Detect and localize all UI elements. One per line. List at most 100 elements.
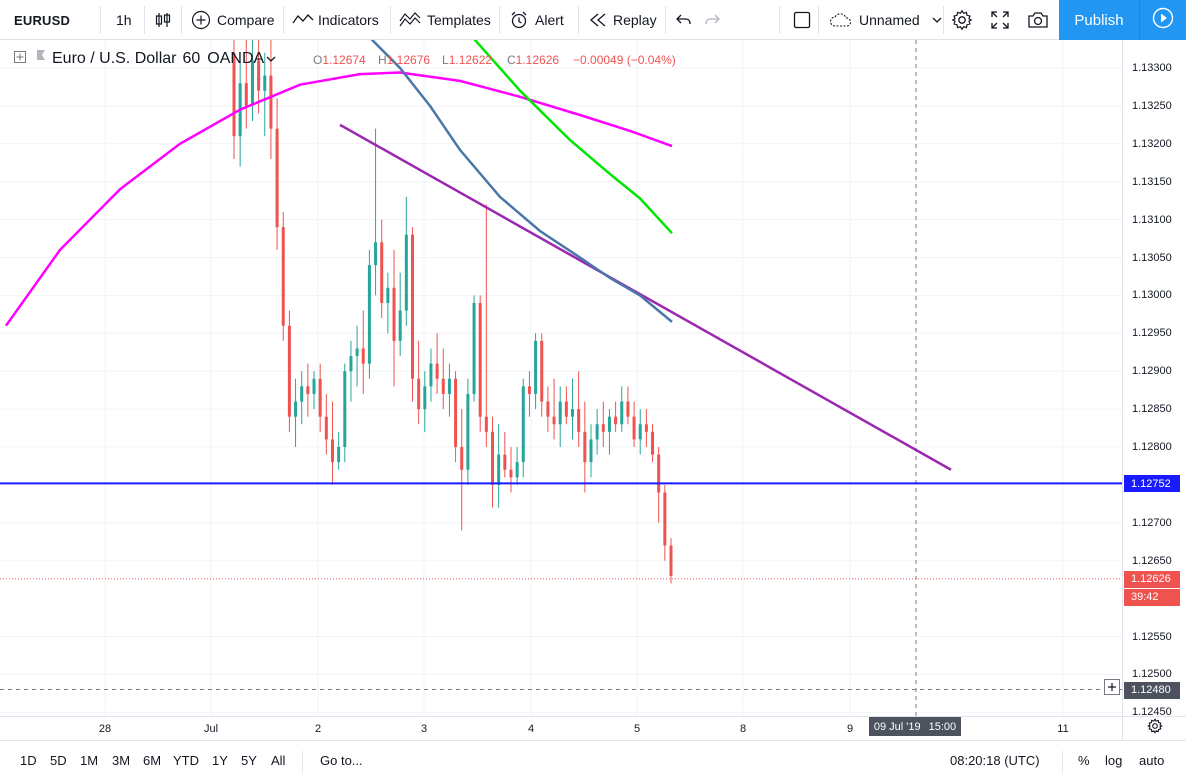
top-toolbar: EURUSD 1h Compare Indicators Templates A…: [0, 0, 1186, 40]
settings-button[interactable]: [951, 0, 973, 40]
toolbar-divider: [818, 6, 819, 34]
candle-body: [312, 378, 316, 394]
horizontal-line-price-tag: 1.12752: [1124, 475, 1180, 493]
range-button-6m[interactable]: 6M: [143, 753, 162, 768]
candle-body: [552, 416, 556, 425]
candle-body: [386, 287, 390, 303]
candle-body: [540, 340, 544, 402]
plus-icon[interactable]: [14, 50, 26, 68]
auto-scale-toggle[interactable]: auto: [1139, 753, 1165, 768]
price-tick-label: 1.13200: [1132, 137, 1172, 150]
gear-icon: [1146, 718, 1163, 739]
candle-body: [380, 242, 384, 303]
range-button-1y[interactable]: 1Y: [212, 753, 228, 768]
price-axis[interactable]: 1.13300 1.13250 1.13200 1.13150 1.13100 1.130…: [1122, 40, 1186, 718]
publish-button[interactable]: Publish: [1059, 0, 1139, 40]
candle-body: [601, 424, 605, 432]
candle-body: [521, 386, 525, 463]
range-button-5d[interactable]: 5D: [50, 753, 67, 768]
axis-settings-button[interactable]: [1122, 716, 1186, 740]
chart-style-button[interactable]: [154, 0, 172, 40]
flag-icon: [36, 49, 46, 69]
bottom-divider: [302, 751, 303, 773]
moving-average-steel: [370, 40, 673, 323]
time-tick-label: Jul: [203, 723, 219, 735]
log-scale-toggle[interactable]: log: [1105, 753, 1123, 768]
indicators-button[interactable]: Indicators: [292, 0, 379, 40]
price-tick-label: 1.12900: [1132, 365, 1172, 378]
candle-body: [330, 439, 334, 463]
candle-body: [417, 378, 421, 410]
snapshot-button[interactable]: [1027, 0, 1049, 40]
undo-icon: [675, 12, 693, 28]
price-tick-label: 1.13100: [1132, 213, 1172, 226]
layout-name: Unnamed: [859, 12, 920, 28]
undo-button[interactable]: [675, 0, 693, 40]
candle-body: [410, 234, 414, 379]
candle-body: [441, 378, 445, 394]
chart-grid: [0, 40, 1122, 716]
legend-chevron-icon[interactable]: [266, 50, 276, 68]
play-button[interactable]: [1139, 0, 1186, 40]
legend-high: H1.12676: [378, 53, 431, 67]
redo-button[interactable]: [703, 0, 721, 40]
chart-pane[interactable]: [0, 40, 1122, 716]
alert-button[interactable]: Alert: [509, 0, 564, 40]
candle-body: [571, 409, 575, 417]
range-button-5y[interactable]: 5Y: [241, 753, 257, 768]
utc-clock[interactable]: 08:20:18 (UTC): [950, 753, 1040, 768]
legend-interval: 60: [182, 50, 201, 67]
moving-average-green: [473, 40, 673, 235]
goto-date-button[interactable]: Go to...: [320, 753, 363, 768]
chevron-down-icon: [932, 16, 942, 24]
candle-body: [275, 128, 279, 228]
candle-body: [583, 431, 587, 463]
candle-body: [287, 325, 291, 417]
gear-icon: [951, 9, 973, 31]
candle-body: [281, 227, 285, 326]
legend-close: C1.12626: [507, 53, 560, 67]
symbol-search[interactable]: EURUSD: [14, 12, 71, 28]
layout-name-button[interactable]: Unnamed: [829, 0, 942, 40]
candle-body: [546, 401, 550, 417]
fullscreen-button[interactable]: [990, 0, 1010, 40]
layout-button[interactable]: [793, 0, 811, 40]
compare-button[interactable]: Compare: [191, 0, 275, 40]
candle-body: [484, 416, 488, 432]
range-button-1m[interactable]: 1M: [80, 753, 99, 768]
templates-button[interactable]: Templates: [399, 0, 491, 40]
candle-body: [250, 60, 254, 106]
toolbar-divider: [499, 6, 500, 34]
cloud-icon: [829, 12, 853, 28]
legend-title[interactable]: Euro / U.S. Dollar: [52, 50, 177, 67]
candle-body: [361, 348, 365, 364]
toolbar-divider: [665, 6, 666, 34]
time-axis[interactable]: 28 Jul 2 3 4 5 8 9 11: [0, 716, 1122, 740]
candle-body: [398, 310, 402, 341]
replay-label: Replay: [613, 12, 657, 28]
candle-body: [638, 424, 642, 440]
range-button-1d[interactable]: 1D: [20, 753, 37, 768]
candle-body: [503, 454, 507, 470]
range-button-ytd[interactable]: YTD: [173, 753, 199, 768]
candle-body: [269, 75, 273, 129]
price-tick-label: 1.12950: [1132, 327, 1172, 340]
time-tick-label: 5: [633, 723, 641, 735]
range-button-3m[interactable]: 3M: [112, 753, 131, 768]
price-tick-label: 1.13000: [1132, 289, 1172, 302]
toolbar-divider: [779, 6, 780, 34]
price-tick-label: 1.13150: [1132, 175, 1172, 188]
last-price-tag: 1.12626: [1124, 570, 1180, 588]
candle-body: [466, 393, 470, 470]
candle-body: [447, 378, 451, 394]
compare-plus-icon: [191, 10, 211, 30]
percent-scale-toggle[interactable]: %: [1078, 753, 1090, 768]
add-alert-plus-icon[interactable]: [1104, 679, 1120, 695]
interval-button[interactable]: 1h: [116, 12, 132, 28]
replay-button[interactable]: Replay: [589, 0, 657, 40]
candle-body: [534, 340, 538, 394]
candle-body: [589, 439, 593, 463]
candle-body: [515, 462, 519, 478]
range-button-all[interactable]: All: [271, 753, 286, 768]
candle-body: [527, 386, 531, 394]
